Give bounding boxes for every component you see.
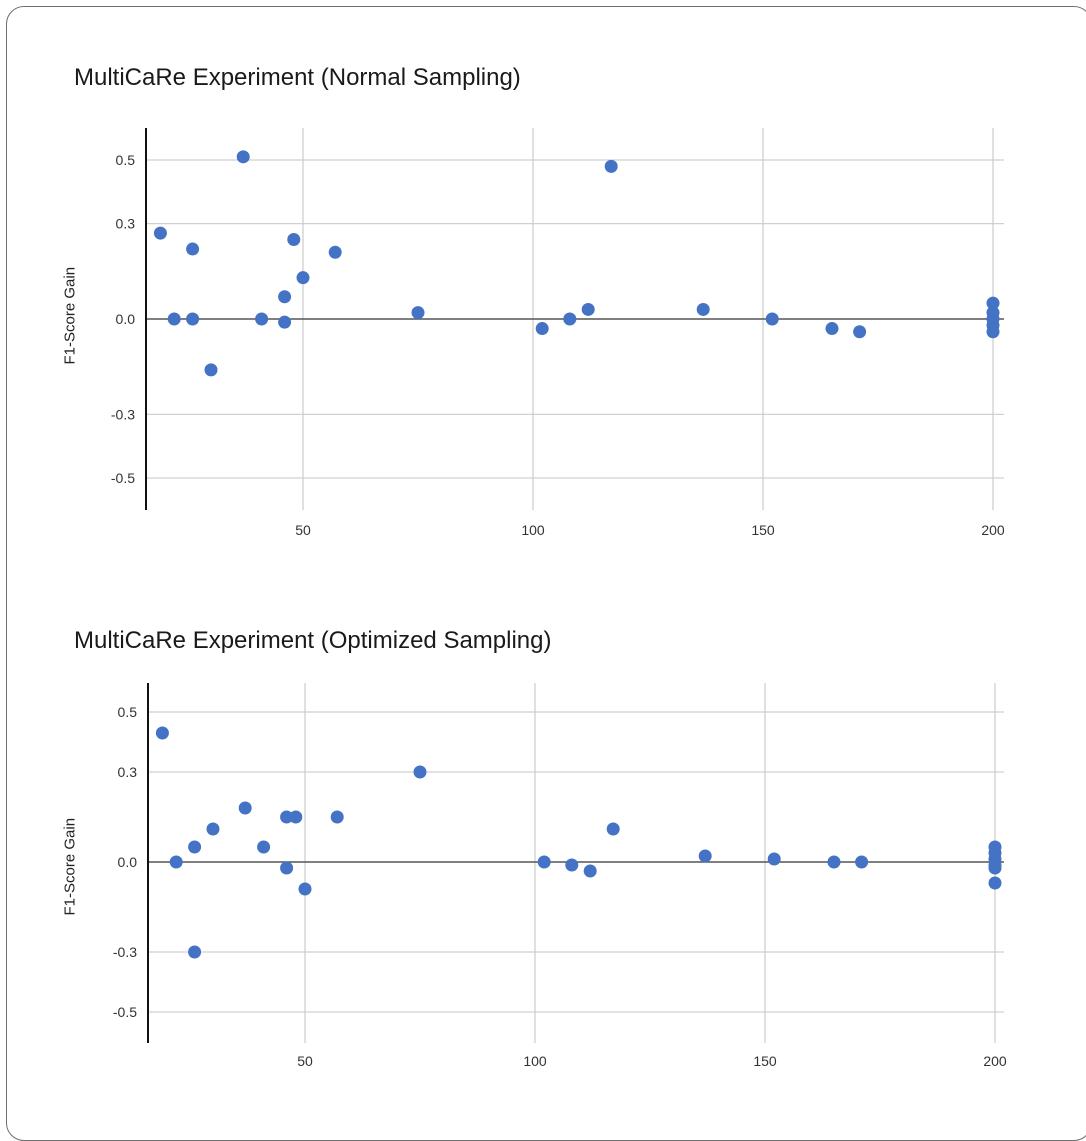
data-point [280,810,294,824]
data-point [169,855,183,869]
y-tick-label: -0.5 [111,470,135,486]
data-point [186,242,200,256]
data-point [238,801,252,815]
data-point [825,322,839,336]
data-point [988,861,1002,875]
data-point [604,159,618,173]
data-point [257,840,271,854]
data-point [988,876,1002,890]
data-point [583,864,597,878]
data-point [298,882,312,896]
x-tick-label: 50 [297,1053,313,1069]
data-point [255,312,269,326]
chart-title-optimized: MultiCaRe Experiment (Optimized Sampling… [74,627,552,654]
data-point [986,296,1000,310]
y-tick-label: -0.5 [113,1004,137,1020]
chart-title-normal: MultiCaRe Experiment (Normal Sampling) [74,64,521,91]
y-tick-label: -0.3 [111,406,135,422]
x-tick-label: 150 [751,522,775,538]
data-point [413,765,427,779]
y-tick-label: 0.5 [118,704,138,720]
data-point [188,840,202,854]
data-point [411,306,425,320]
data-point [563,312,577,326]
data-point [855,855,869,869]
data-point [278,290,292,304]
data-point [535,322,549,336]
x-tick-label: 200 [983,1053,1007,1069]
data-point [986,325,1000,339]
y-tick-label: 0.0 [118,854,138,870]
y-tick-label: 0.3 [116,216,136,232]
data-point [167,312,181,326]
data-point [565,858,579,872]
data-point [696,302,710,316]
data-point [155,726,169,740]
y-tick-label: 0.5 [116,152,136,168]
scatter-plot-normal: 50 100 150 200 0.5 0.3 0.0 -0.3 -0.5 [111,128,1005,538]
data-point [765,312,779,326]
data-point [853,325,867,339]
y-tick-label: 0.3 [118,764,138,780]
data-point [537,855,551,869]
data-point [296,271,310,285]
data-point [289,810,303,824]
data-point [606,822,620,836]
data-point [328,245,342,259]
data-point [204,363,218,377]
data-point [236,150,250,164]
y-tick-label: 0.0 [116,311,136,327]
x-tick-label: 50 [295,522,311,538]
x-tick-label: 200 [981,522,1005,538]
data-point [188,945,202,959]
data-point [206,822,220,836]
data-point [186,312,200,326]
data-point [767,852,781,866]
data-point [280,861,294,875]
data-point [287,233,301,246]
data-point [827,855,841,869]
data-point [153,226,167,240]
x-tick-label: 150 [753,1053,777,1069]
data-point [278,315,292,329]
y-tick-label: -0.3 [113,944,137,960]
x-tick-label: 100 [521,522,545,538]
data-point [330,810,344,824]
data-point [698,849,712,863]
data-point [581,302,595,316]
x-tick-label: 100 [523,1053,547,1069]
